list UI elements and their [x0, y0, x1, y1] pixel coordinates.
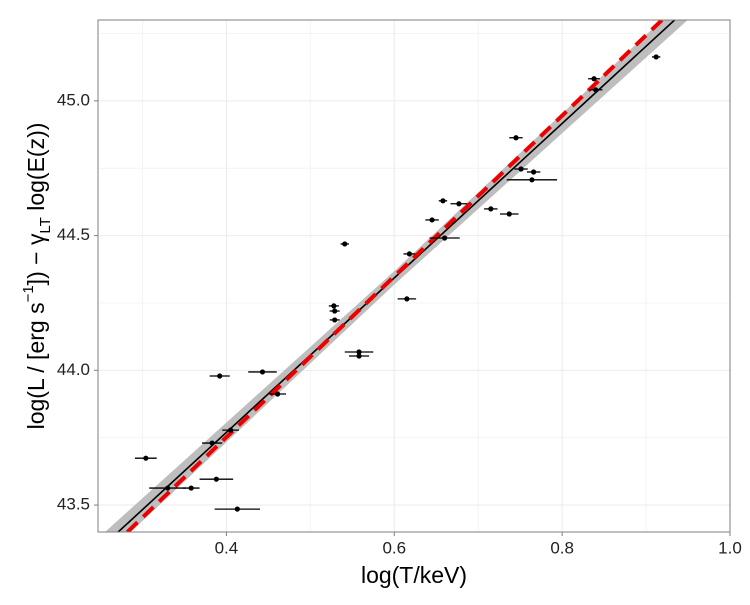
point	[217, 373, 223, 379]
y-axis-title-part: LT	[37, 217, 54, 233]
point	[531, 169, 537, 175]
point	[213, 476, 219, 482]
x-tick-label: 0.6	[382, 538, 406, 557]
y-axis-title-part: −1	[20, 285, 37, 302]
point	[356, 353, 362, 359]
point	[488, 206, 494, 212]
y-tick-label: 44.5	[57, 225, 90, 244]
point	[342, 241, 348, 247]
point	[456, 201, 462, 207]
point	[275, 391, 281, 397]
point	[165, 485, 171, 491]
y-tick-label: 45.0	[57, 90, 90, 109]
point	[188, 485, 194, 491]
x-tick-label: 1.0	[718, 538, 742, 557]
x-tick-label: 0.4	[215, 538, 239, 557]
fit-line	[117, 20, 676, 532]
point	[513, 135, 519, 141]
point	[356, 349, 362, 355]
point	[332, 317, 338, 323]
y-axis-title: log(L / [erg s−1]) − γLT log(E(z))	[20, 123, 54, 430]
point	[593, 87, 599, 93]
point	[529, 177, 535, 183]
point	[209, 440, 215, 446]
point	[234, 506, 240, 512]
point	[429, 217, 435, 223]
point	[442, 235, 448, 241]
x-axis-title: log(T/keV)	[361, 562, 467, 588]
point	[506, 211, 512, 217]
point	[591, 76, 597, 82]
y-tick-label: 44.0	[57, 360, 90, 379]
point	[406, 251, 412, 257]
point	[518, 166, 524, 172]
point	[404, 296, 410, 302]
y-tick-label: 43.5	[57, 495, 90, 514]
x-tick-label: 0.8	[550, 538, 574, 557]
dashed-fit-line	[125, 20, 664, 532]
plot-area	[105, 20, 688, 532]
point	[331, 303, 337, 309]
point	[259, 369, 266, 375]
y-axis-title-part: ]) − γ	[23, 233, 49, 285]
point	[440, 198, 446, 204]
point	[228, 427, 234, 433]
y-axis-title-part: log(E(z))	[23, 123, 49, 218]
point	[143, 455, 149, 461]
panel-border	[97, 19, 731, 533]
point	[653, 54, 659, 60]
y-axis-title-part: log(L / [erg s	[23, 302, 49, 429]
point	[332, 308, 338, 314]
